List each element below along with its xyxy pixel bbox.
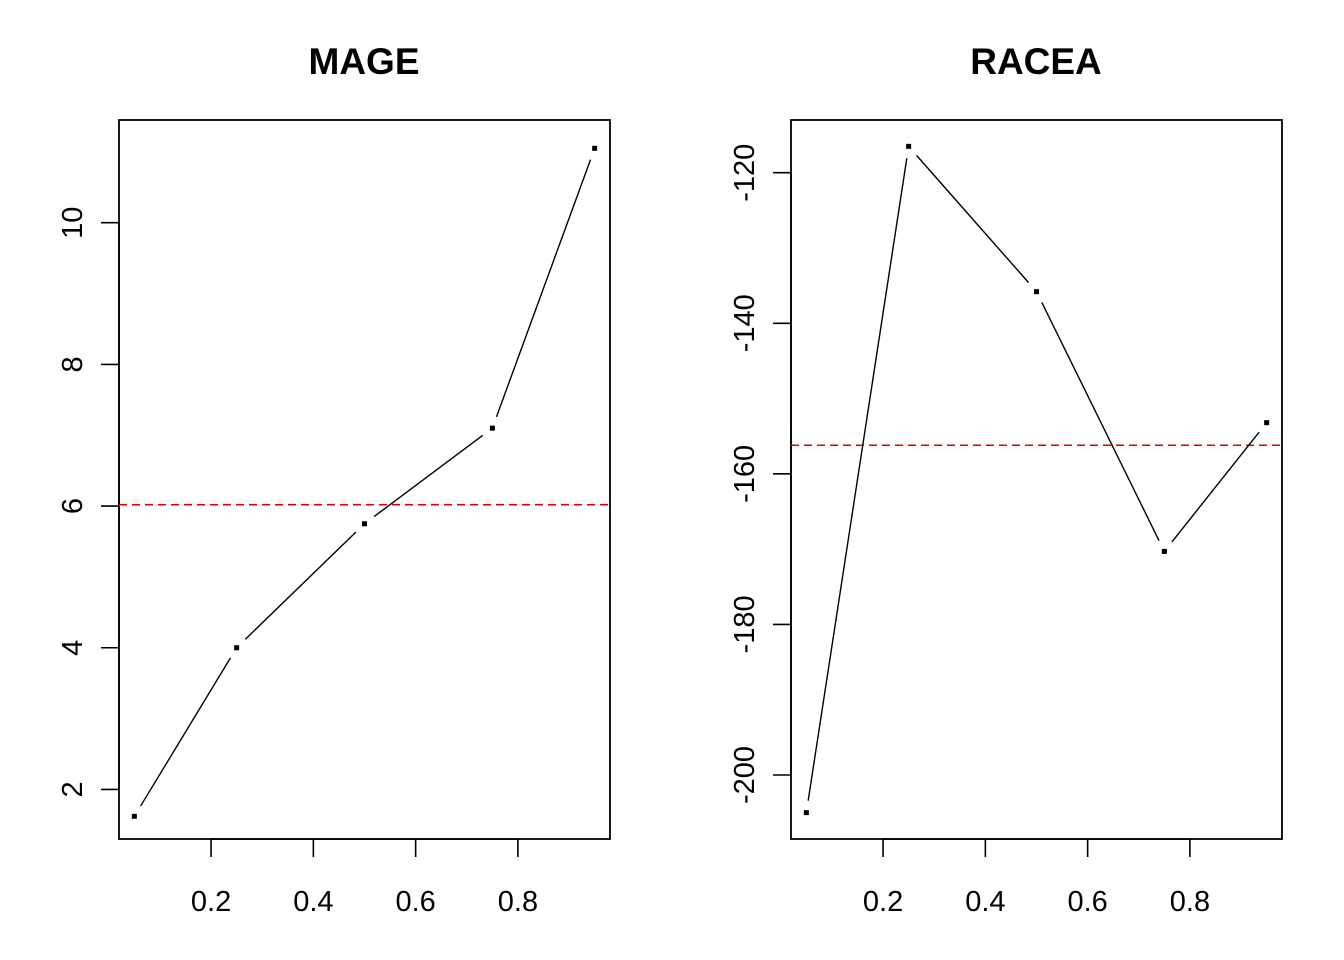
racea-y-tick-label: -140	[729, 294, 761, 352]
mage-y-tick-label: 2	[57, 781, 89, 797]
mage-y-tick-label: 8	[57, 356, 89, 372]
mage-data-point	[362, 521, 367, 527]
racea-y-tick-label: -180	[729, 595, 761, 653]
mage-data-point	[234, 645, 240, 651]
mage-series-segment	[495, 159, 592, 418]
mage-series-segment	[373, 434, 484, 518]
mage-y-tick-label: 4	[57, 640, 89, 656]
racea-x-tick-label: 0.8	[1170, 886, 1210, 918]
racea-x-tick-label: 0.6	[1067, 886, 1107, 918]
racea-y-tick-label: -200	[729, 746, 761, 804]
mage-series-segment	[139, 657, 232, 807]
racea-data-point	[1161, 548, 1167, 554]
racea-series-segment	[1041, 302, 1160, 541]
mage-y-tick-label: 10	[57, 207, 89, 239]
racea-data-point	[906, 143, 912, 149]
racea-plot-frame	[790, 119, 1283, 840]
racea-title: RACEA	[970, 41, 1102, 82]
racea-data-point	[1264, 420, 1270, 426]
racea-data-point	[1034, 289, 1039, 295]
racea-x-tick-label: 0.4	[965, 886, 1005, 918]
mage-data-point	[489, 425, 495, 431]
racea-y-tick-label: -160	[729, 445, 761, 503]
mage-data-point	[131, 813, 137, 819]
mage-x-tick-label: 0.4	[293, 886, 333, 918]
racea-series-segment	[916, 154, 1030, 284]
mage-x-tick-label: 0.8	[498, 886, 538, 918]
racea-panel: RACEA 0.2 0.4 0.6 0.8 -120 -140 -160 -180 -200	[729, 41, 1283, 918]
racea-data-point	[803, 810, 809, 816]
mage-x-tick-label: 0.6	[395, 886, 435, 918]
mage-panel: MAGE 0.2 0.4 0.6 0.8 2 4 6 8 10	[57, 41, 611, 918]
mage-series-segment	[244, 531, 357, 640]
racea-series-segment	[807, 158, 908, 801]
racea-y-tick-label: -120	[729, 144, 761, 202]
mage-y-tick-label: 6	[57, 498, 89, 514]
racea-series-segment	[1171, 431, 1260, 543]
mage-title: MAGE	[309, 41, 420, 82]
mage-x-tick-label: 0.2	[191, 886, 231, 918]
mage-plot-frame	[118, 119, 611, 840]
racea-x-tick-label: 0.2	[863, 886, 903, 918]
mage-data-point	[592, 145, 598, 151]
